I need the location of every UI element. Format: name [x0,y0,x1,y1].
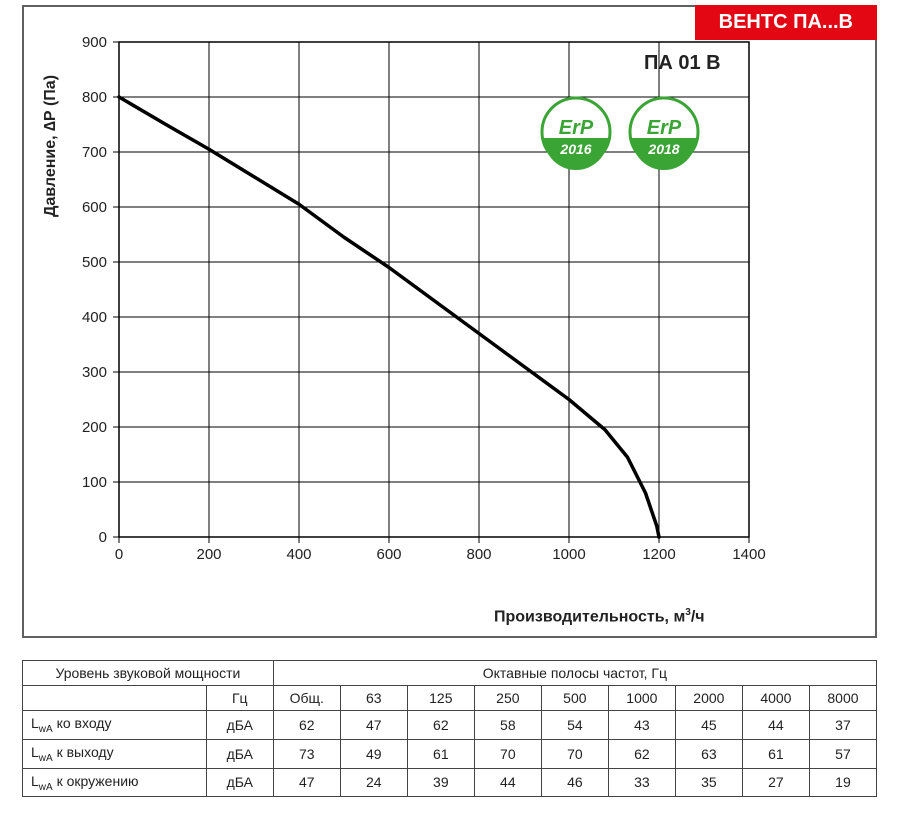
table-header-left: Уровень звуковой мощности [23,661,274,686]
table-cell: 47 [273,768,340,797]
table-cell: 62 [273,711,340,740]
x-tick: 1200 [642,546,675,563]
freq-col-header: 250 [474,686,541,711]
freq-col-header: 1000 [608,686,675,711]
table-cell: 44 [474,768,541,797]
table-row: LwA ко входудБА624762585443454437 [23,711,877,740]
svg-text:ErP: ErP [559,117,594,139]
y-axis-label: Давление, ∆Р (Па) [42,75,60,217]
y-tick: 900 [82,34,107,51]
x-tick: 400 [286,546,311,563]
row-unit: дБА [206,711,273,740]
row-label: LwA к выходу [23,739,207,768]
freq-col-header: 2000 [675,686,742,711]
row-unit: дБА [206,768,273,797]
table-row: LwA к выходудБА734961707062636157 [23,739,877,768]
row-label: LwA ко входу [23,711,207,740]
table-cell: 27 [742,768,809,797]
sound-power-table: Уровень звуковой мощности Октавные полос… [22,660,877,797]
table-header-row-1: Уровень звуковой мощности Октавные полос… [23,661,877,686]
y-tick: 200 [82,419,107,436]
row-unit: дБА [206,739,273,768]
table-cell: 39 [407,768,474,797]
table-header-right: Октавные полосы частот, Гц [273,661,876,686]
x-axis-label: Производительность, м3/ч [494,607,705,626]
table-cell: 61 [742,739,809,768]
x-tick: 800 [466,546,491,563]
y-tick: 500 [82,254,107,271]
svg-text:ErP: ErP [647,117,682,139]
svg-text:2018: 2018 [647,141,679,157]
y-tick: 600 [82,199,107,216]
table-cell: 35 [675,768,742,797]
header-tab: ВЕНТС ПА...В [695,5,877,40]
table-cell: 61 [407,739,474,768]
table-cell: 73 [273,739,340,768]
freq-col-header: 125 [407,686,474,711]
row-label: LwA к окружению [23,768,207,797]
erp-badge-2018: ErP 2018 [630,98,698,170]
table-cell: 44 [742,711,809,740]
table-header-row-2: Гц Общ. 631252505001000200040008000 [23,686,877,711]
x-tick: 1000 [552,546,585,563]
x-tick: 1400 [732,546,765,563]
table-row: LwA к окружениюдБА472439444633352719 [23,768,877,797]
y-tick: 400 [82,309,107,326]
table-cell: 45 [675,711,742,740]
table-cell: 63 [675,739,742,768]
table-col-general: Общ. [273,686,340,711]
table-cell: 47 [340,711,407,740]
table-cell: 37 [809,711,876,740]
x-tick: 600 [376,546,401,563]
table-cell: 62 [608,739,675,768]
freq-col-header: 8000 [809,686,876,711]
svg-text:2016: 2016 [559,141,591,157]
table-unit-col-label: Гц [206,686,273,711]
x-tick: 200 [196,546,221,563]
table-cell: 19 [809,768,876,797]
freq-col-header: 63 [340,686,407,711]
chart-frame: ВЕНТС ПА...В Давление, ∆Р (Па) 0 200 400 60… [22,5,877,638]
model-label: ПА 01 В [644,52,721,74]
freq-col-header: 4000 [742,686,809,711]
performance-chart: 0 200 400 600 800 1000 1200 1400 0 100 200 300 400 50… [24,7,784,567]
erp-badge-2016: ErP 2016 [542,98,610,170]
table-cell: 43 [608,711,675,740]
table-cell: 70 [474,739,541,768]
x-tick: 0 [115,546,123,563]
table-cell: 70 [541,739,608,768]
y-tick: 700 [82,144,107,161]
table-cell: 49 [340,739,407,768]
table-cell: 62 [407,711,474,740]
table-cell: 58 [474,711,541,740]
table-cell: 46 [541,768,608,797]
y-tick: 800 [82,89,107,106]
y-tick: 0 [99,529,107,546]
y-tick: 100 [82,474,107,491]
y-tick: 300 [82,364,107,381]
table-cell: 57 [809,739,876,768]
table-cell: 33 [608,768,675,797]
table-cell: 24 [340,768,407,797]
freq-col-header: 500 [541,686,608,711]
table-blank-cell [23,686,207,711]
table-cell: 54 [541,711,608,740]
